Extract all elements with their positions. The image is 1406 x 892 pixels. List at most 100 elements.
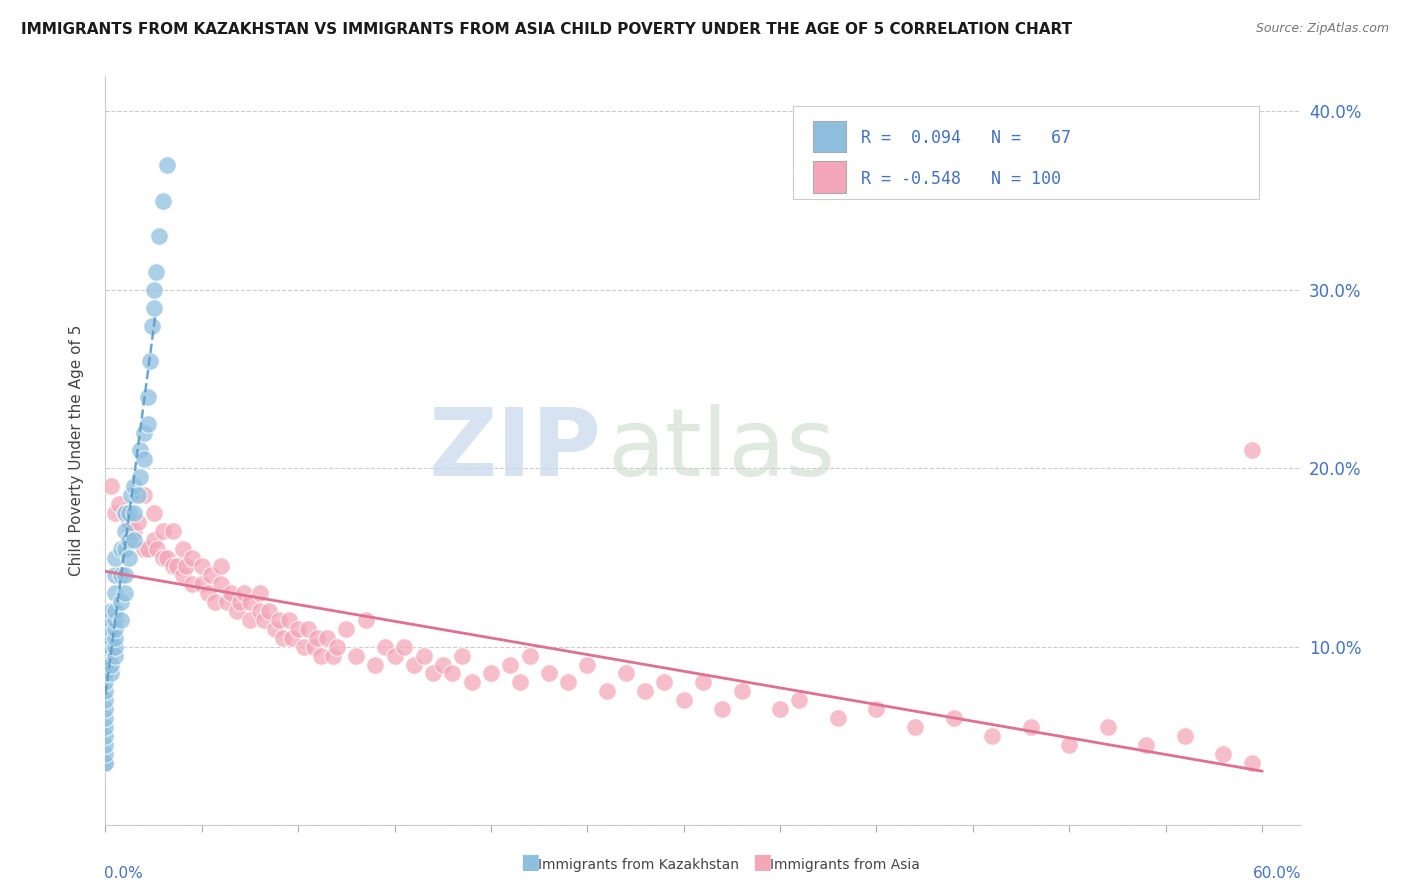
Point: [136, 390, 159, 404]
Point: [94, 720, 117, 734]
Point: [139, 354, 162, 368]
Point: [94, 711, 117, 725]
Point: [132, 425, 155, 440]
Point: [142, 283, 165, 297]
Point: [769, 702, 792, 716]
Point: [132, 541, 155, 556]
Point: [100, 631, 122, 645]
Point: [142, 533, 165, 547]
Point: [124, 533, 146, 547]
Point: [94, 729, 117, 743]
Point: [595, 684, 617, 698]
Point: [114, 524, 136, 538]
Point: [200, 568, 222, 582]
Point: [209, 577, 232, 591]
Point: [219, 586, 242, 600]
Point: [132, 488, 155, 502]
Point: [364, 657, 387, 672]
Point: [94, 640, 117, 654]
Point: [1241, 443, 1264, 458]
Point: [110, 613, 132, 627]
Point: [302, 640, 325, 654]
Point: [104, 604, 127, 618]
Point: [1174, 729, 1197, 743]
Point: [252, 613, 274, 627]
Point: [94, 684, 117, 698]
Text: R =  0.094   N =   67: R = 0.094 N = 67: [860, 129, 1071, 147]
Point: [344, 648, 367, 663]
Point: [335, 622, 357, 636]
Point: [479, 666, 502, 681]
Point: [215, 595, 238, 609]
Point: [730, 684, 752, 698]
Point: [402, 657, 425, 672]
Text: Source: ZipAtlas.com: Source: ZipAtlas.com: [1256, 22, 1389, 36]
Point: [94, 613, 117, 627]
Point: [441, 666, 464, 681]
Bar: [813, 161, 846, 193]
Point: [354, 613, 377, 627]
Text: Immigrants from Asia: Immigrants from Asia: [770, 858, 921, 872]
Point: [384, 648, 406, 663]
Point: [100, 622, 122, 636]
Point: [142, 301, 165, 315]
Point: [94, 693, 117, 707]
Y-axis label: Child Poverty Under the Age of 5: Child Poverty Under the Age of 5: [69, 325, 84, 576]
Point: [94, 756, 117, 770]
Point: [120, 488, 142, 502]
Point: [307, 631, 329, 645]
Point: [281, 631, 304, 645]
Point: [117, 550, 139, 565]
Point: [145, 265, 167, 279]
Text: ZIP: ZIP: [429, 404, 602, 497]
Point: [297, 622, 319, 636]
Point: [104, 613, 127, 627]
Point: [127, 488, 149, 502]
Point: [204, 595, 226, 609]
Text: ■: ■: [520, 853, 540, 872]
Point: [267, 613, 290, 627]
Point: [249, 586, 271, 600]
Text: IMMIGRANTS FROM KAZAKHSTAN VS IMMIGRANTS FROM ASIA CHILD POVERTY UNDER THE AGE O: IMMIGRANTS FROM KAZAKHSTAN VS IMMIGRANTS…: [21, 22, 1073, 37]
Point: [156, 158, 179, 172]
Point: [672, 693, 695, 707]
Point: [104, 568, 127, 582]
Point: [311, 648, 333, 663]
Point: [942, 711, 965, 725]
Point: [277, 613, 299, 627]
Point: [146, 541, 169, 556]
Point: [519, 648, 541, 663]
Point: [104, 631, 127, 645]
Point: [100, 657, 122, 672]
Point: [124, 524, 146, 538]
Point: [1135, 738, 1157, 752]
Point: [827, 711, 849, 725]
Point: [181, 550, 204, 565]
Point: [100, 479, 122, 493]
Point: [94, 702, 117, 716]
Point: [152, 550, 174, 565]
Point: [136, 417, 159, 431]
Point: [259, 604, 281, 618]
Point: [114, 541, 136, 556]
Point: [124, 506, 146, 520]
Point: [100, 604, 122, 618]
Point: [509, 675, 531, 690]
Point: [148, 229, 170, 244]
Point: [136, 541, 159, 556]
Point: [110, 595, 132, 609]
Point: [94, 631, 117, 645]
Point: [576, 657, 599, 672]
Text: Immigrants from Kazakhstan: Immigrants from Kazakhstan: [538, 858, 740, 872]
Point: [104, 550, 127, 565]
Point: [156, 550, 179, 565]
Point: [152, 524, 174, 538]
Point: [94, 648, 117, 663]
Point: [94, 666, 117, 681]
Point: [614, 666, 637, 681]
Point: [322, 648, 344, 663]
Point: [181, 577, 204, 591]
Point: [292, 640, 315, 654]
Point: [316, 631, 339, 645]
Point: [287, 622, 309, 636]
